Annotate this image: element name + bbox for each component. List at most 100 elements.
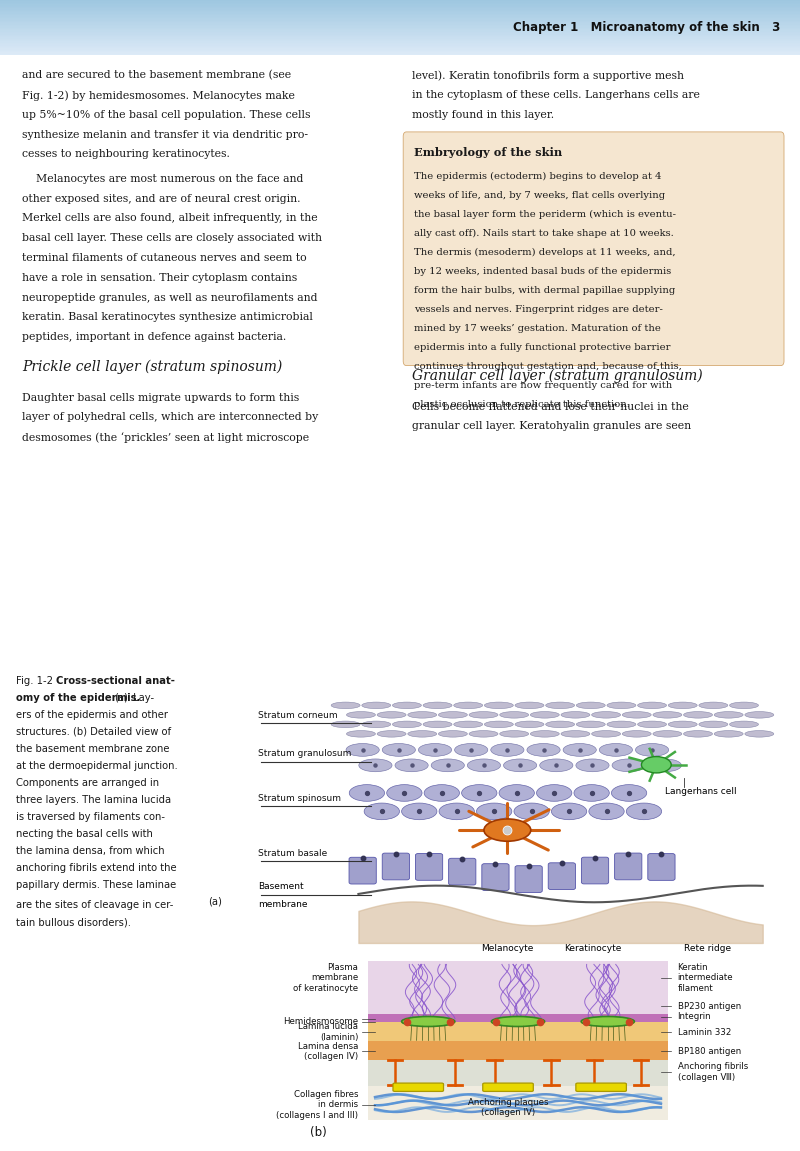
- Text: ally cast off). Nails start to take shape at 10 weeks.: ally cast off). Nails start to take shap…: [414, 229, 674, 238]
- Ellipse shape: [439, 803, 474, 820]
- Ellipse shape: [626, 803, 662, 820]
- Text: Langerhans cell: Langerhans cell: [665, 787, 737, 796]
- Ellipse shape: [714, 711, 743, 718]
- Text: the basal layer form the periderm (which is eventu-: the basal layer form the periderm (which…: [414, 209, 677, 219]
- Text: continues throughout gestation and, because of this,: continues throughout gestation and, beca…: [414, 361, 682, 371]
- Ellipse shape: [462, 785, 497, 801]
- FancyBboxPatch shape: [482, 863, 509, 891]
- Text: Laminin 332: Laminin 332: [678, 1028, 731, 1037]
- Text: Plasma
membrane
of keratinocyte: Plasma membrane of keratinocyte: [294, 963, 358, 992]
- Bar: [0, 49, 800, 51]
- Ellipse shape: [346, 731, 375, 737]
- Text: Stratum spinosum: Stratum spinosum: [258, 794, 342, 802]
- FancyBboxPatch shape: [648, 854, 675, 881]
- Ellipse shape: [346, 744, 379, 756]
- Text: Daughter basal cells migrate upwards to form this: Daughter basal cells migrate upwards to …: [22, 392, 300, 403]
- Ellipse shape: [362, 702, 390, 709]
- Text: three layers. The lamina lucida: three layers. The lamina lucida: [16, 795, 171, 805]
- FancyBboxPatch shape: [548, 863, 575, 890]
- Ellipse shape: [377, 711, 406, 718]
- Text: Lamina densa
(collagen IV): Lamina densa (collagen IV): [298, 1042, 358, 1061]
- Ellipse shape: [350, 785, 385, 801]
- Ellipse shape: [484, 820, 530, 841]
- Ellipse shape: [730, 721, 758, 727]
- Text: Melanocyte: Melanocyte: [481, 945, 534, 953]
- Ellipse shape: [438, 731, 467, 737]
- Ellipse shape: [469, 711, 498, 718]
- Bar: [0, 1, 800, 2]
- Ellipse shape: [592, 731, 621, 737]
- FancyBboxPatch shape: [415, 854, 442, 881]
- Ellipse shape: [530, 731, 559, 737]
- Bar: [0, 54, 800, 55]
- Text: the basement membrane zone: the basement membrane zone: [16, 744, 170, 754]
- Ellipse shape: [364, 803, 399, 820]
- Ellipse shape: [515, 702, 544, 709]
- Text: Rete ridge: Rete ridge: [684, 945, 731, 953]
- Text: Keratin
intermediate
filament: Keratin intermediate filament: [678, 963, 734, 992]
- FancyBboxPatch shape: [515, 866, 542, 892]
- Ellipse shape: [454, 702, 482, 709]
- Text: Lamina lucida
(laminin): Lamina lucida (laminin): [298, 1022, 358, 1042]
- Ellipse shape: [576, 702, 606, 709]
- Ellipse shape: [668, 702, 697, 709]
- Bar: [0, 25, 800, 26]
- Ellipse shape: [653, 711, 682, 718]
- Text: Lay-: Lay-: [130, 693, 154, 702]
- Text: are the sites of cleavage in cer-: are the sites of cleavage in cer-: [16, 900, 174, 910]
- Bar: [0, 44, 800, 46]
- Text: Anchoring plaques
(collagen IV): Anchoring plaques (collagen IV): [468, 1098, 548, 1118]
- Ellipse shape: [484, 721, 514, 727]
- Bar: [0, 33, 800, 35]
- Ellipse shape: [423, 702, 452, 709]
- Text: Stratum granulosum: Stratum granulosum: [258, 749, 352, 759]
- Text: Chapter 1   Microanatomy of the skin   3: Chapter 1 Microanatomy of the skin 3: [513, 21, 780, 35]
- Ellipse shape: [454, 744, 488, 756]
- Text: cesses to neighbouring keratinocytes.: cesses to neighbouring keratinocytes.: [22, 150, 230, 159]
- Ellipse shape: [592, 711, 621, 718]
- Text: and are secured to the basement membrane (see: and are secured to the basement membrane…: [22, 70, 291, 81]
- Bar: [0, 21, 800, 22]
- Text: at the dermoepidermal junction.: at the dermoepidermal junction.: [16, 761, 178, 771]
- Ellipse shape: [408, 731, 437, 737]
- Text: neuropeptide granules, as well as neurofilaments and: neuropeptide granules, as well as neurof…: [22, 292, 318, 303]
- Ellipse shape: [699, 721, 728, 727]
- Ellipse shape: [469, 731, 498, 737]
- Ellipse shape: [668, 721, 697, 727]
- Bar: [0, 37, 800, 39]
- Text: The dermis (mesoderm) develops at 11 weeks, and,: The dermis (mesoderm) develops at 11 wee…: [414, 247, 676, 257]
- Text: BP230 antigen: BP230 antigen: [678, 1001, 741, 1011]
- Ellipse shape: [393, 721, 422, 727]
- Bar: [0, 2, 800, 5]
- Text: (a): (a): [114, 693, 128, 702]
- Text: structures. (b) Detailed view of: structures. (b) Detailed view of: [16, 726, 171, 737]
- Text: Embryology of the skin: Embryology of the skin: [414, 147, 562, 158]
- Bar: [0, 32, 800, 33]
- Text: The epidermis (ectoderm) begins to develop at 4: The epidermis (ectoderm) begins to devel…: [414, 171, 662, 181]
- Ellipse shape: [431, 759, 464, 771]
- Bar: [0, 47, 800, 48]
- Text: (a): (a): [208, 897, 222, 906]
- Text: keratin. Basal keratinocytes synthesize antimicrobial: keratin. Basal keratinocytes synthesize …: [22, 312, 314, 322]
- Ellipse shape: [527, 744, 560, 756]
- Ellipse shape: [546, 702, 574, 709]
- Ellipse shape: [467, 759, 501, 771]
- Bar: [0, 51, 800, 53]
- Bar: [0, 23, 800, 25]
- Ellipse shape: [346, 711, 375, 718]
- Ellipse shape: [642, 756, 671, 773]
- Text: desmosomes (the ‘prickles’ seen at light microscope: desmosomes (the ‘prickles’ seen at light…: [22, 433, 310, 443]
- Bar: [0, 46, 800, 47]
- Text: Keratinocyte: Keratinocyte: [564, 945, 621, 953]
- Text: the lamina densa, from which: the lamina densa, from which: [16, 846, 165, 856]
- Ellipse shape: [402, 1016, 455, 1027]
- Ellipse shape: [382, 744, 415, 756]
- Text: form the hair bulbs, with dermal papillae supplying: form the hair bulbs, with dermal papilla…: [414, 285, 676, 295]
- Ellipse shape: [499, 785, 534, 801]
- FancyBboxPatch shape: [403, 132, 784, 366]
- Text: Cross-sectional anat-: Cross-sectional anat-: [56, 676, 175, 686]
- Bar: [0, 12, 800, 13]
- Text: Merkel cells are also found, albeit infrequently, in the: Merkel cells are also found, albeit infr…: [22, 213, 318, 223]
- Ellipse shape: [622, 731, 651, 737]
- Text: weeks of life, and, by 7 weeks, flat cells overlying: weeks of life, and, by 7 weeks, flat cel…: [414, 191, 666, 199]
